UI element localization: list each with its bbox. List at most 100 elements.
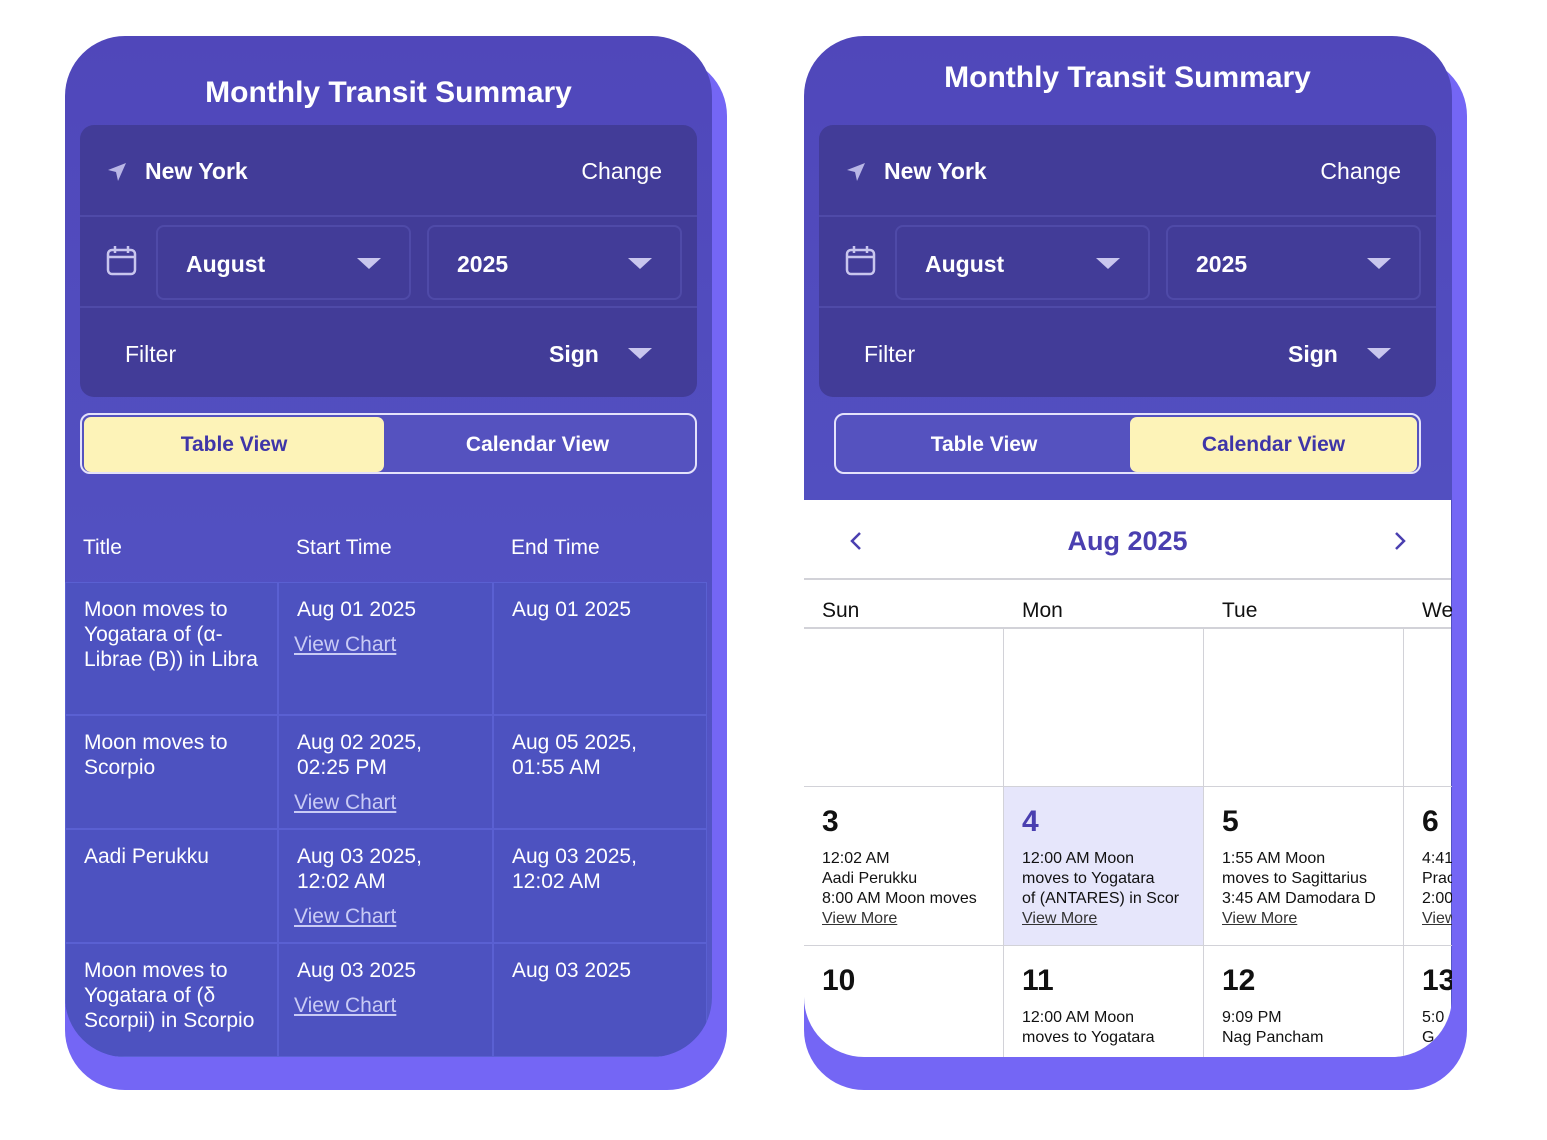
table-cell: Moon moves to Yogatara of (α-Librae (B))… bbox=[65, 582, 278, 715]
divider bbox=[804, 578, 1451, 580]
table-cell: Aug 03 2025, 12:02 AM View Chart bbox=[278, 829, 493, 943]
table-view-tab[interactable]: Table View bbox=[84, 417, 384, 472]
table-cell: Aug 03 2025 bbox=[493, 943, 707, 1057]
day-cell[interactable]: 4 12:00 AM Moon moves to Yogatara of (ANTAR… bbox=[1004, 787, 1204, 946]
event-text: 12:00 AM Moon bbox=[1022, 1009, 1135, 1026]
start-time: Aug 01 2025 bbox=[297, 598, 417, 621]
divider bbox=[819, 215, 1436, 217]
screen-title: Monthly Transit Summary bbox=[205, 76, 572, 109]
month-value: August bbox=[186, 251, 266, 277]
month-value: August bbox=[925, 251, 1005, 277]
day-number: 11 bbox=[1022, 964, 1054, 997]
view-more-link[interactable]: View More bbox=[822, 910, 898, 927]
table-cell: Aug 02 2025, 02:25 PM View Chart bbox=[278, 715, 493, 829]
column-header: Start Time bbox=[296, 536, 392, 559]
day-cell[interactable]: 10 bbox=[804, 946, 1004, 1057]
view-more-link[interactable]: View More bbox=[1022, 910, 1098, 927]
dropdown-arrow bbox=[1096, 258, 1120, 269]
event-text: Aadi Perukku bbox=[822, 870, 918, 887]
filter-dropdown[interactable]: Sign bbox=[520, 330, 670, 375]
year-dropdown[interactable]: 2025 bbox=[1166, 225, 1421, 300]
start-time: Aug 03 2025, 12:02 AM bbox=[297, 845, 422, 893]
day-number: 6 bbox=[1422, 805, 1439, 838]
table-cell: Aadi Perukku bbox=[65, 829, 278, 943]
screen-title: Monthly Transit Summary bbox=[944, 61, 1311, 94]
view-chart-link[interactable]: View Chart bbox=[294, 633, 397, 656]
dropdown-arrow bbox=[628, 348, 652, 359]
filter-dropdown[interactable]: Sign bbox=[1259, 330, 1409, 375]
filter-value: Sign bbox=[549, 341, 599, 367]
day-cell[interactable]: 5 1:55 AM Moon moves to Sagittarius 3:45 AM… bbox=[1204, 787, 1404, 946]
view-more-link[interactable]: View bbox=[1422, 910, 1452, 927]
prev-month-button[interactable] bbox=[848, 530, 864, 557]
calendar: Aug 2025 Sun Mon Tue We 3 12:02 AM Aadi Perukku… bbox=[804, 500, 1452, 1057]
empty-day-cell bbox=[1204, 628, 1404, 787]
empty-day-cell bbox=[1404, 628, 1452, 787]
month-dropdown[interactable]: August bbox=[895, 225, 1150, 300]
day-cell[interactable]: 13 5:0 G bbox=[1404, 946, 1452, 1057]
settings-panel: New York Change August 2025 Filter Sign bbox=[80, 125, 697, 397]
event-text: of (ANTARES) in Scor bbox=[1022, 890, 1180, 907]
event-text: 3:45 AM Damodara D bbox=[1222, 890, 1376, 907]
divider bbox=[80, 306, 697, 308]
end-time: Aug 01 2025 bbox=[512, 598, 632, 621]
end-time: Aug 03 2025, 12:02 AM bbox=[512, 845, 637, 893]
month-dropdown[interactable]: August bbox=[156, 225, 411, 300]
table-cell: Aug 03 2025, 12:02 AM bbox=[493, 829, 707, 943]
column-header: End Time bbox=[511, 536, 600, 559]
month-label: Aug 2025 bbox=[1067, 526, 1188, 556]
day-number: 13 bbox=[1422, 964, 1452, 997]
event-title: Aadi Perukku bbox=[84, 845, 209, 868]
weekday-label: Tue bbox=[1222, 599, 1258, 622]
view-more-link[interactable]: View More bbox=[1222, 910, 1298, 927]
year-dropdown[interactable]: 2025 bbox=[427, 225, 682, 300]
table-cell: Aug 03 2025 View Chart bbox=[278, 943, 493, 1057]
day-cell[interactable]: 3 12:02 AM Aadi Perukku 8:00 AM Moon moves V… bbox=[804, 787, 1004, 946]
event-text: moves to Yogatara bbox=[1022, 870, 1155, 887]
event-text: 12:02 AM bbox=[822, 850, 890, 867]
weekday-label: Sun bbox=[822, 599, 860, 622]
view-toggle: Table View Calendar View bbox=[80, 413, 697, 474]
event-text: 2:00 bbox=[1422, 890, 1452, 907]
event-text: Nag Pancham bbox=[1222, 1029, 1324, 1046]
day-number: 12 bbox=[1222, 964, 1256, 997]
location-name: New York bbox=[145, 158, 248, 184]
view-chart-link[interactable]: View Chart bbox=[294, 791, 397, 814]
empty-day-cell bbox=[804, 628, 1004, 787]
year-value: 2025 bbox=[1196, 251, 1248, 277]
day-number: 3 bbox=[822, 805, 839, 838]
location-icon bbox=[106, 161, 128, 188]
event-text: 9:09 PM bbox=[1222, 1009, 1282, 1026]
divider bbox=[804, 627, 1451, 629]
table-cell: Aug 05 2025, 01:55 AM bbox=[493, 715, 707, 829]
calendar-icon bbox=[845, 245, 877, 282]
weekday-label: We bbox=[1422, 599, 1452, 622]
settings-panel: New York Change August 2025 Filter Sign bbox=[819, 125, 1436, 397]
dropdown-arrow bbox=[357, 258, 381, 269]
day-cell[interactable]: 6 4:41 Prac 2:00 View bbox=[1404, 787, 1452, 946]
event-text: 5:0 bbox=[1422, 1009, 1445, 1026]
event-text: G bbox=[1422, 1029, 1435, 1046]
table-view-tab[interactable]: Table View bbox=[930, 432, 1038, 456]
table-cell: Moon moves to Scorpio bbox=[65, 715, 278, 829]
dropdown-arrow bbox=[628, 258, 652, 269]
view-chart-link[interactable]: View Chart bbox=[294, 905, 397, 928]
next-month-button[interactable] bbox=[1392, 530, 1408, 557]
filter-value: Sign bbox=[1288, 341, 1338, 367]
event-text: 4:41 bbox=[1422, 850, 1452, 867]
event-title: Moon moves to Scorpio bbox=[84, 731, 228, 779]
view-chart-link[interactable]: View Chart bbox=[294, 994, 397, 1017]
day-cell[interactable]: 12 9:09 PM Nag Pancham bbox=[1204, 946, 1404, 1057]
calendar-view-tab[interactable]: Calendar View bbox=[465, 432, 610, 456]
event-text: 8:00 AM Moon moves bbox=[822, 890, 977, 907]
table-screen: Monthly Transit Summary New York Change Aug… bbox=[65, 36, 712, 1057]
start-time: Aug 02 2025, 02:25 PM bbox=[297, 731, 422, 779]
day-cell[interactable]: 11 12:00 AM Moon moves to Yogatara bbox=[1004, 946, 1204, 1057]
event-title: Moon moves to Yogatara of (δ Scorpii) in… bbox=[84, 959, 255, 1032]
change-button[interactable]: Change bbox=[1320, 158, 1401, 184]
table-cell: Aug 01 2025 bbox=[493, 582, 707, 715]
event-title: Moon moves to Yogatara of (α-Librae (B))… bbox=[84, 598, 258, 671]
change-button[interactable]: Change bbox=[581, 158, 662, 184]
calendar-view-tab[interactable]: Calendar View bbox=[1130, 417, 1417, 472]
year-value: 2025 bbox=[457, 251, 509, 277]
